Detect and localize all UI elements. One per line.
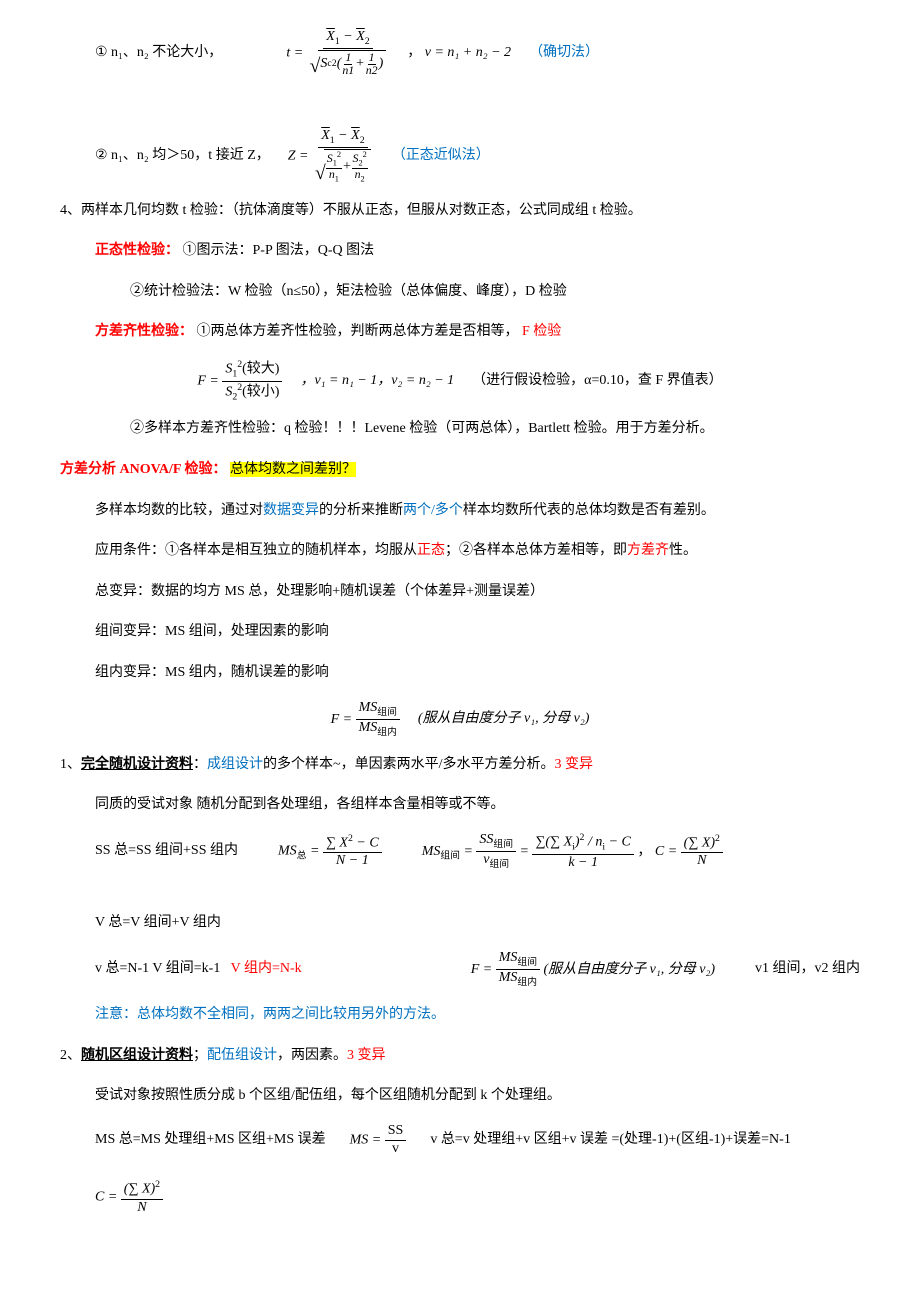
nu-eq: ， ν = n₁ + n₂ − 2 xyxy=(407,40,511,67)
design1-eq-row1: SS 总=SS 组间+SS 组内 MS总 = ∑ X2 − C N − 1 MS… xyxy=(60,833,860,937)
normality-line1: 正态性检验： ①图示法：P-P 图法，Q-Q 图法 xyxy=(60,238,860,265)
MS-frac: MS = SS v xyxy=(350,1124,407,1156)
total-var: 总变异：数据的均方 MS 总，处理影响+随机误差（个体差异+测量误差） xyxy=(60,579,860,606)
normality-head: 正态性检验： xyxy=(95,243,179,258)
v-eq: v 总=N-1 V 组间=k-1 V 组内=N-k xyxy=(95,956,302,983)
f-tail: （进行假设检验，α=0.10，查 F 界值表） xyxy=(472,368,723,395)
ms-between: MS组间 = SS组间 v组间 = ∑(∑ Xi)2 / ni − C k − … xyxy=(422,833,723,870)
para-4: 4、两样本几何均数 t 检验：（抗体滴度等）不服从正态，但服从对数正态，公式同成… xyxy=(60,198,860,225)
design2-eq-row: MS 总=MS 处理组+MS 区组+MS 误差 MS = SS v v 总=v … xyxy=(60,1124,860,1215)
label-2: ② n₁、n₂ 均＞50，t 接近 Z， xyxy=(95,143,270,170)
anova-hl: 总体均数之间差别？ xyxy=(230,462,356,477)
f-test-label: F 检验 xyxy=(522,324,561,339)
formula-normal-approx: ② n₁、n₂ 均＞50，t 接近 Z， Z = X1 − X2 S12n1 +… xyxy=(60,129,860,184)
design1-desc: 同质的受试对象 随机分配到各处理组，各组样本含量相等或不等。 xyxy=(60,792,860,819)
homo-l1: ①两总体方差齐性检验，判断两总体方差是否相等， xyxy=(197,324,519,339)
design1-note: 注意：总体均数不全相同，两两之间比较用另外的方法。 xyxy=(60,1002,860,1029)
normality-l2: ②统计检验法：W 检验（n≤50），矩法检验（总体偏度、峰度），D 检验 xyxy=(60,279,860,306)
normality-l1: ①图示法：P-P 图法，Q-Q 图法 xyxy=(183,243,375,258)
C-eq: C = (∑ X)2 N xyxy=(95,1180,163,1215)
nu12: ，ν₁ = n₁ − 1，ν₂ = n₂ − 1 xyxy=(300,368,454,395)
ss-eq: SS 总=SS 组间+SS 组内 xyxy=(95,838,238,865)
anova-F: F = MS组间 MS组内 (服从自由度分子 ν₁, 分母 ν₂) xyxy=(60,701,860,738)
F-eq2: F = MS组间 MS组内 (服从自由度分子 ν₁, 分母 ν₂) xyxy=(471,951,715,988)
anova-head: 方差分析 ANOVA/F 检验： xyxy=(60,462,226,477)
v-eq2: v 总=v 处理组+v 区组+v 误差 =(处理-1)+(区组-1)+误差=N-… xyxy=(430,1127,791,1154)
anova-p2: 应用条件：①各样本是相互独立的随机样本，均服从正态；②各样本总体方差相等，即方差… xyxy=(60,538,860,565)
f-formula: F = S12(较大) S22(较小) ，ν₁ = n₁ − 1，ν₂ = n₂… xyxy=(60,360,860,402)
design1-head: 1、完全随机设计资料：成组设计的多个样本~，单因素两水平/多水平方差分析。3 变… xyxy=(60,752,860,779)
v-total: V 总=V 组间+V 组内 xyxy=(95,910,221,937)
within-var: 组内变异：MS 组内，随机误差的影响 xyxy=(60,660,860,687)
z-formula: Z = X1 − X2 S12n1 + S22n2 xyxy=(288,129,374,184)
t-formula: t = X1 − X2 Sc2 ( 1n1 + 1n2 ) xyxy=(286,30,389,77)
homo-head: 方差齐性检验： xyxy=(95,324,193,339)
homoscedasticity-line1: 方差齐性检验： ①两总体方差齐性检验，判断两总体方差是否相等， F 检验 xyxy=(60,319,860,346)
design1-eq-row2: v 总=N-1 V 组间=k-1 V 组内=N-k F = MS组间 MS组内 … xyxy=(60,951,860,988)
v12-note: v1 组间，v2 组内 xyxy=(755,956,860,983)
annot-exact: （确切法） xyxy=(529,40,599,67)
ms-eq: MS 总=MS 处理组+MS 区组+MS 误差 xyxy=(95,1127,326,1154)
anova-head-row: 方差分析 ANOVA/F 检验： 总体均数之间差别？ xyxy=(60,457,860,484)
annot-normal: （正态近似法） xyxy=(392,143,490,170)
label-1: ① n₁、n₂ 不论大小， xyxy=(95,40,222,67)
between-var: 组间变异：MS 组间，处理因素的影响 xyxy=(60,619,860,646)
homo-l3: ②多样本方差齐性检验：q 检验！！！Levene 检验（可两总体），Bartle… xyxy=(60,416,860,443)
anova-F-tail: (服从自由度分子 ν₁, 分母 ν₂) xyxy=(418,706,590,733)
design2-desc: 受试对象按照性质分成 b 个区组/配伍组，每个区组随机分配到 k 个处理组。 xyxy=(60,1083,860,1110)
design2-head: 2、随机区组设计资料；配伍组设计，两因素。3 变异 xyxy=(60,1043,860,1070)
anova-p1: 多样本均数的比较，通过对数据变异的分析来推断两个/多个样本均数所代表的总体均数是… xyxy=(60,498,860,525)
formula-exact-method: ① n₁、n₂ 不论大小， t = X1 − X2 Sc2 ( 1n1 + 1n… xyxy=(60,30,860,77)
ms-total: MS总 = ∑ X2 − C N − 1 xyxy=(278,834,382,869)
